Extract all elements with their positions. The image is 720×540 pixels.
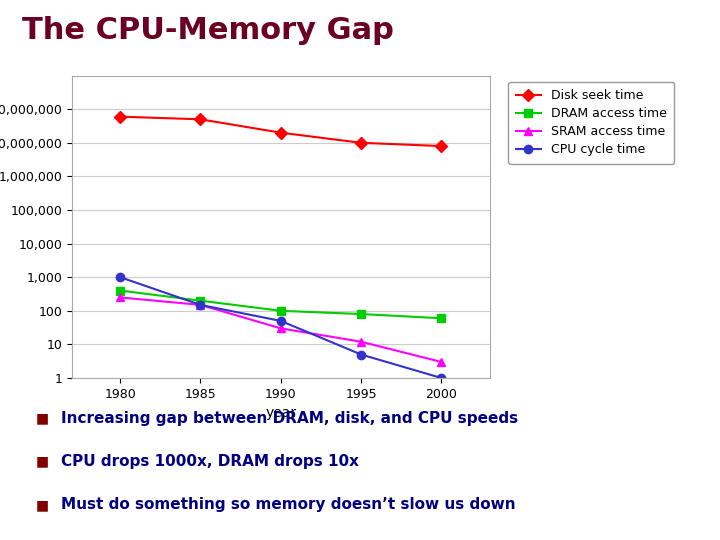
- CPU cycle time: [116, 274, 125, 280]
- Line: DRAM access time: DRAM access time: [116, 286, 446, 322]
- CPU cycle time: [357, 352, 366, 358]
- Text: ■: ■: [36, 455, 49, 469]
- Line: CPU cycle time: CPU cycle time: [116, 273, 446, 382]
- Text: ■: ■: [36, 498, 49, 512]
- DRAM access time: [116, 287, 125, 294]
- CPU cycle time: [437, 375, 446, 381]
- SRAM access time: [357, 339, 366, 345]
- Legend: Disk seek time, DRAM access time, SRAM access time, CPU cycle time: Disk seek time, DRAM access time, SRAM a…: [508, 82, 674, 164]
- DRAM access time: [276, 308, 285, 314]
- X-axis label: year: year: [265, 406, 297, 420]
- DRAM access time: [437, 315, 446, 321]
- Text: CPU drops 1000x, DRAM drops 10x: CPU drops 1000x, DRAM drops 10x: [61, 454, 359, 469]
- CPU cycle time: [196, 302, 204, 308]
- SRAM access time: [116, 294, 125, 301]
- Line: Disk seek time: Disk seek time: [116, 112, 446, 150]
- Line: SRAM access time: SRAM access time: [116, 293, 446, 366]
- Disk seek time: [437, 143, 446, 149]
- Text: ■: ■: [36, 411, 49, 426]
- DRAM access time: [196, 298, 204, 304]
- Disk seek time: [276, 130, 285, 136]
- SRAM access time: [276, 325, 285, 332]
- Text: The CPU-Memory Gap: The CPU-Memory Gap: [22, 16, 393, 45]
- SRAM access time: [196, 302, 204, 308]
- Text: Increasing gap between DRAM, disk, and CPU speeds: Increasing gap between DRAM, disk, and C…: [61, 411, 518, 426]
- Disk seek time: [196, 116, 204, 123]
- Text: Must do something so memory doesn’t slow us down: Must do something so memory doesn’t slow…: [61, 497, 516, 512]
- DRAM access time: [357, 311, 366, 318]
- Disk seek time: [357, 139, 366, 146]
- CPU cycle time: [276, 318, 285, 324]
- SRAM access time: [437, 359, 446, 365]
- Disk seek time: [116, 113, 125, 120]
